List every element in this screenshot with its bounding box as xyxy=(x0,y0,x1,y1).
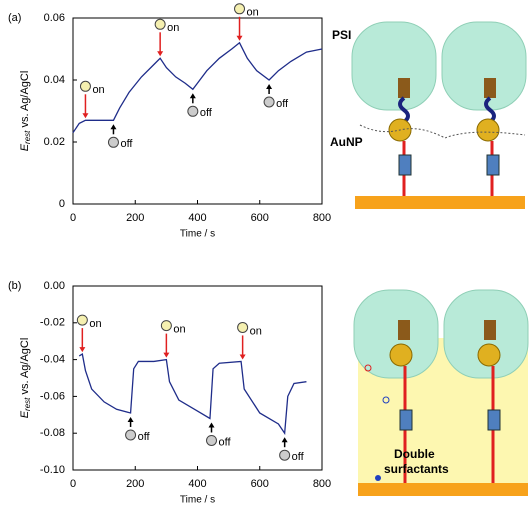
x-tick-label: 400 xyxy=(188,212,206,224)
linker xyxy=(398,320,410,340)
y-tick-label: -0.06 xyxy=(40,390,65,402)
substrate xyxy=(355,196,525,209)
arrow-head xyxy=(237,36,243,41)
lamp-icon xyxy=(80,81,90,91)
x-axis-label: Time / s xyxy=(180,495,215,506)
diagram-label: Double xyxy=(394,447,435,461)
annotation: on xyxy=(92,84,104,96)
lamp-icon xyxy=(126,430,136,440)
linker xyxy=(484,78,496,98)
y-axis-label-part: rest xyxy=(23,397,32,411)
gold-nanoparticle xyxy=(477,119,499,141)
diagram-b: Double surfactants xyxy=(354,290,528,496)
annotation: on xyxy=(167,22,179,34)
y-axis-label-part: vs. Ag/AgCl xyxy=(19,71,31,131)
arrow-head xyxy=(266,84,272,89)
y-axis-label-part: rest xyxy=(23,130,32,144)
panel-label: (b) xyxy=(8,280,21,292)
lamp-icon xyxy=(238,322,248,332)
surfactant-head xyxy=(375,475,381,481)
x-tick-label: 200 xyxy=(126,478,144,490)
gold-nanoparticle xyxy=(478,344,500,366)
annotation: on xyxy=(173,324,185,336)
annotation: off xyxy=(219,436,232,448)
lamp-icon xyxy=(264,97,274,107)
arrow-head xyxy=(157,51,163,56)
annotation: on xyxy=(247,7,259,19)
linker xyxy=(484,320,496,340)
linker-box xyxy=(400,410,412,430)
lamp-icon xyxy=(207,435,217,445)
y-tick-label: -0.04 xyxy=(40,354,65,366)
annotation: on xyxy=(89,318,101,330)
lamp-icon xyxy=(188,106,198,116)
x-tick-label: 0 xyxy=(70,212,76,224)
y-tick-label: 0.00 xyxy=(44,280,65,292)
linker-box xyxy=(399,155,411,175)
diagram-label: surfactants xyxy=(384,462,449,476)
data-line xyxy=(79,354,306,433)
annotation: off xyxy=(120,138,133,150)
arrow-head xyxy=(163,353,169,358)
data-line xyxy=(73,43,322,133)
arrow-head xyxy=(82,113,88,118)
linker-box xyxy=(488,410,500,430)
arrow-head xyxy=(128,417,134,422)
x-tick-label: 600 xyxy=(251,478,269,490)
y-axis-label-part: vs. Ag/AgCl xyxy=(19,338,31,398)
y-tick-label: -0.08 xyxy=(40,427,65,439)
x-tick-label: 600 xyxy=(251,212,269,224)
gold-nanoparticle xyxy=(390,344,412,366)
lamp-icon xyxy=(155,19,165,29)
y-axis-label: Erest vs. Ag/AgCl xyxy=(19,338,32,419)
psi-protein xyxy=(352,22,436,110)
lamp-icon xyxy=(280,450,290,460)
x-tick-label: 0 xyxy=(70,478,76,490)
annotation: off xyxy=(276,98,289,110)
y-axis-label: Erest vs. Ag/AgCl xyxy=(19,71,32,152)
y-tick-label: -0.10 xyxy=(40,464,65,476)
arrow-head xyxy=(209,422,215,427)
lamp-icon xyxy=(235,4,245,14)
lamp-icon xyxy=(161,321,171,331)
y-tick-label: 0.06 xyxy=(44,12,65,24)
diagram-label: AuNP xyxy=(330,135,363,149)
annotation: off xyxy=(138,431,151,443)
linker-box xyxy=(487,155,499,175)
lamp-icon xyxy=(77,315,87,325)
arrow-head xyxy=(79,347,85,352)
figure: PSI AuNP Double surfactants (a) 0 0.02 0.04… xyxy=(0,0,531,510)
ligands xyxy=(360,125,525,138)
diagram-a: PSI AuNP xyxy=(330,22,526,209)
arrow-head xyxy=(282,437,288,442)
annotation: off xyxy=(292,451,305,463)
x-tick-label: 200 xyxy=(126,212,144,224)
page: {"chart_data": [ {"type": "line", "panel… xyxy=(0,0,531,510)
arrow-head xyxy=(240,354,246,359)
x-tick-label: 800 xyxy=(313,212,331,224)
substrate xyxy=(358,483,528,496)
arrow-head xyxy=(190,93,196,98)
annotation: off xyxy=(200,107,213,119)
linker xyxy=(398,78,410,98)
y-tick-label: 0.04 xyxy=(44,74,65,86)
diagram-label: PSI xyxy=(332,28,351,42)
x-axis-label: Time / s xyxy=(180,229,215,240)
lamp-icon xyxy=(108,137,118,147)
annotation: on xyxy=(250,325,262,337)
panel-label: (a) xyxy=(8,12,21,24)
y-tick-label: 0.02 xyxy=(44,136,65,148)
y-tick-label: 0 xyxy=(59,198,65,210)
x-tick-label: 400 xyxy=(188,478,206,490)
arrow-head xyxy=(110,124,116,129)
y-tick-label: -0.02 xyxy=(40,317,65,329)
x-tick-label: 800 xyxy=(313,478,331,490)
